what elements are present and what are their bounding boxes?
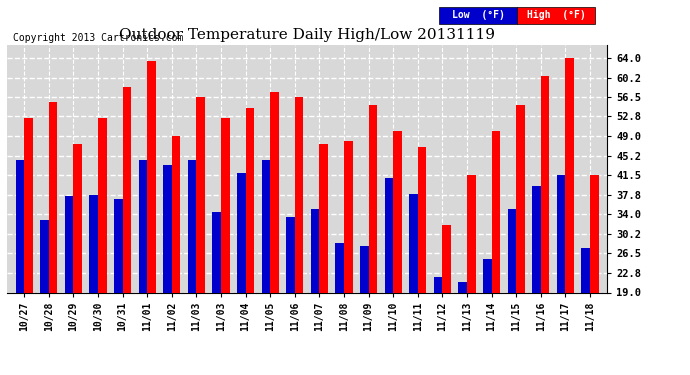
Bar	[483, 259, 491, 375]
Text: Copyright 2013 Cartronics.com: Copyright 2013 Cartronics.com	[13, 33, 184, 42]
Bar	[508, 209, 516, 375]
Bar	[286, 217, 295, 375]
Bar	[393, 131, 402, 375]
Bar	[344, 141, 353, 375]
Bar	[335, 243, 344, 375]
Bar	[246, 108, 254, 375]
FancyBboxPatch shape	[518, 7, 595, 24]
Bar	[565, 58, 574, 375]
Bar	[590, 175, 599, 375]
Bar	[40, 219, 49, 375]
Bar	[532, 186, 541, 375]
Text: High  (°F): High (°F)	[526, 10, 586, 20]
Bar	[270, 92, 279, 375]
Bar	[368, 105, 377, 375]
Bar	[442, 225, 451, 375]
Bar	[163, 165, 172, 375]
Bar	[360, 246, 368, 375]
Bar	[49, 102, 57, 375]
Bar	[114, 199, 123, 375]
Bar	[197, 97, 205, 375]
Bar	[213, 212, 221, 375]
Bar	[89, 195, 98, 375]
Bar	[310, 209, 319, 375]
Bar	[147, 61, 156, 375]
Bar	[319, 144, 328, 375]
Text: Low  (°F): Low (°F)	[452, 10, 504, 20]
Bar	[65, 196, 73, 375]
Bar	[24, 118, 32, 375]
FancyBboxPatch shape	[439, 7, 518, 24]
Bar	[516, 105, 525, 375]
Bar	[98, 118, 106, 375]
Bar	[139, 160, 147, 375]
Bar	[582, 248, 590, 375]
Bar	[434, 277, 442, 375]
Bar	[221, 118, 230, 375]
Bar	[541, 76, 549, 375]
Title: Outdoor Temperature Daily High/Low 20131119: Outdoor Temperature Daily High/Low 20131…	[119, 28, 495, 42]
Bar	[491, 131, 500, 375]
Bar	[172, 136, 180, 375]
Bar	[123, 87, 131, 375]
Bar	[557, 175, 565, 375]
Bar	[384, 178, 393, 375]
Bar	[295, 97, 304, 375]
Bar	[417, 147, 426, 375]
Bar	[73, 144, 82, 375]
Bar	[15, 160, 24, 375]
Bar	[467, 175, 475, 375]
Bar	[409, 194, 417, 375]
Bar	[458, 282, 467, 375]
Bar	[237, 172, 246, 375]
Bar	[262, 160, 270, 375]
Bar	[188, 160, 197, 375]
